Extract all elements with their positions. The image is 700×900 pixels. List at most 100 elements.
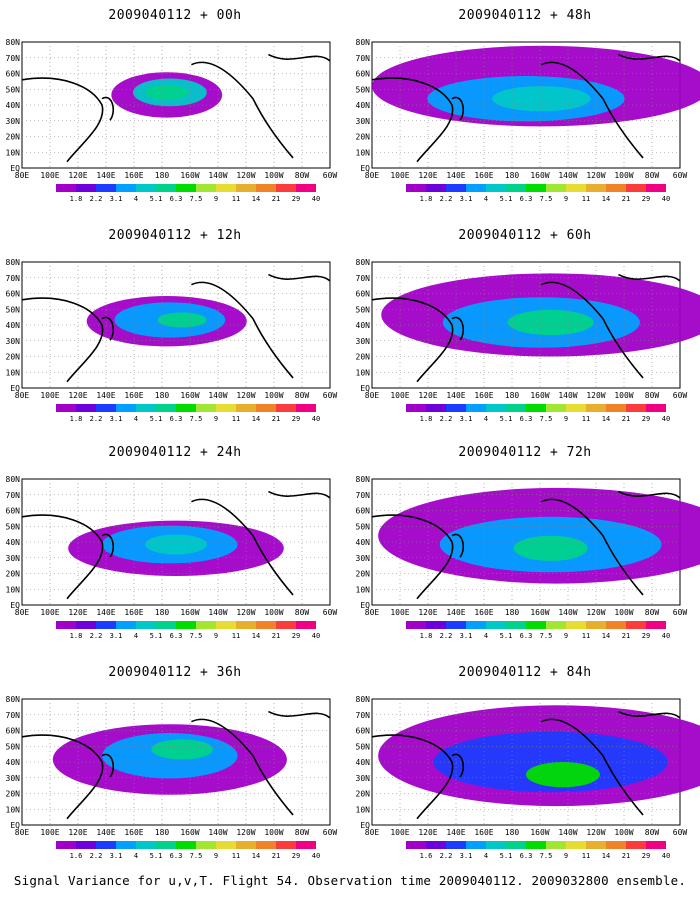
colorbar-swatch <box>156 184 176 192</box>
colorbar-swatch <box>486 404 506 412</box>
colorbar-label: 7.5 <box>540 632 553 640</box>
colorbar-swatch <box>276 184 296 192</box>
lon-tick-label: 140E <box>96 608 115 617</box>
lon-tick-label: 160E <box>124 828 143 837</box>
lon-tick-label: 100E <box>390 828 409 837</box>
lat-tick-label: 60N <box>6 727 21 736</box>
lat-tick-label: 40N <box>6 538 21 547</box>
colorbar-swatch <box>96 841 116 849</box>
lon-tick-label: 80E <box>365 391 380 400</box>
colorbar-swatch <box>116 184 136 192</box>
colorbar-swatch <box>296 621 316 629</box>
lat-tick-label: 10N <box>356 805 371 814</box>
colorbar-label: 29 <box>642 195 650 203</box>
colorbar-label: 14 <box>252 852 260 860</box>
lon-tick-label: 60W <box>323 391 338 400</box>
lat-tick-label: 70N <box>356 491 371 500</box>
colorbar-swatch <box>546 404 566 412</box>
colorbar-swatch <box>56 621 76 629</box>
panel-title: 2009040112 + 48h <box>458 8 592 23</box>
colorbar-label: 29 <box>292 195 300 203</box>
colorbar-swatch <box>56 841 76 849</box>
lat-tick-label: 50N <box>6 305 21 314</box>
lon-tick-label: 140W <box>558 608 577 617</box>
colorbar-label: 40 <box>662 632 670 640</box>
colorbar-swatch <box>116 404 136 412</box>
colorbar-label: 2.2 <box>90 852 103 860</box>
lon-tick-label: 100W <box>614 608 633 617</box>
lon-tick-label: 100W <box>264 171 283 180</box>
lon-tick-label: 80E <box>365 608 380 617</box>
lon-tick-label: 160W <box>530 171 549 180</box>
lon-tick-label: 100W <box>264 391 283 400</box>
lon-tick-label: 140W <box>558 391 577 400</box>
colorbar-label: 4 <box>484 632 488 640</box>
lat-tick-label: 70N <box>356 54 371 63</box>
panel-title: 2009040112 + 12h <box>108 228 242 243</box>
lon-tick-label: 140E <box>446 171 465 180</box>
colorbar-swatch <box>526 841 546 849</box>
colorbar-swatch <box>486 841 506 849</box>
colorbar-label: 29 <box>642 415 650 423</box>
lon-tick-label: 80W <box>645 391 660 400</box>
lat-tick-label: 60N <box>6 290 21 299</box>
colorbar-label: 6.3 <box>170 195 183 203</box>
lat-tick-label: 20N <box>356 353 371 362</box>
lon-tick-label: 80E <box>15 171 30 180</box>
map-panel: 2009040112 + 00h 80N 70N 60N 50N 40N 30N 20N 10N… <box>0 8 350 223</box>
colorbar-label: 14 <box>602 632 610 640</box>
lon-tick-label: 160E <box>124 608 143 617</box>
lat-tick-label: EQ <box>10 821 20 830</box>
colorbar-swatch <box>56 184 76 192</box>
colorbar-swatch <box>406 404 426 412</box>
variance-shading <box>526 762 600 788</box>
colorbar-swatch <box>216 841 236 849</box>
lon-tick-label: 120W <box>236 608 255 617</box>
lon-tick-label: 100E <box>40 391 59 400</box>
colorbar-swatch <box>626 184 646 192</box>
colorbar-label: 6.3 <box>520 415 533 423</box>
colorbar-label: 9 <box>564 415 568 423</box>
variance-shading <box>433 731 668 793</box>
colorbar-label: 7.5 <box>190 852 203 860</box>
colorbar-swatch <box>116 841 136 849</box>
colorbar-label: 21 <box>622 852 630 860</box>
lon-tick-label: 100E <box>40 828 59 837</box>
lon-tick-label: 120W <box>236 828 255 837</box>
colorbar-swatch <box>76 184 96 192</box>
lon-tick-label: 160W <box>180 608 199 617</box>
colorbar-label: 14 <box>252 632 260 640</box>
lon-tick-label: 100E <box>40 171 59 180</box>
lon-tick-label: 160E <box>474 391 493 400</box>
colorbar-label: 9 <box>564 852 568 860</box>
map-panel: 2009040112 + 12h 80N 70N 60N 50N 40N 30N 20N 10N… <box>0 228 350 443</box>
lat-tick-label: 60N <box>6 70 21 79</box>
lat-tick-label: 20N <box>356 570 371 579</box>
colorbar-swatch <box>586 841 606 849</box>
coastline <box>21 53 331 163</box>
colorbar-swatch <box>606 841 626 849</box>
colorbar-swatch <box>296 404 316 412</box>
colorbar-label: 7.5 <box>190 415 203 423</box>
variance-shading <box>507 309 594 336</box>
lat-tick-label: EQ <box>10 384 20 393</box>
colorbar-label: 40 <box>312 195 320 203</box>
colorbar-swatch <box>626 841 646 849</box>
colorbar-label: 7.5 <box>190 195 203 203</box>
colorbar-swatch <box>446 621 466 629</box>
colorbar-swatch <box>506 184 526 192</box>
colorbar-swatch <box>526 404 546 412</box>
lon-tick-label: 160E <box>124 391 143 400</box>
colorbar-label: 6.3 <box>170 852 183 860</box>
colorbar-label: 5.1 <box>150 415 163 423</box>
lat-tick-label: 30N <box>6 117 21 126</box>
colorbar-label: 5.1 <box>150 195 163 203</box>
lat-tick-label: 40N <box>356 321 371 330</box>
lon-tick-label: 80W <box>645 608 660 617</box>
colorbar-swatch <box>216 404 236 412</box>
colorbar-label: 2.2 <box>90 632 103 640</box>
lon-tick-label: 120E <box>68 608 87 617</box>
